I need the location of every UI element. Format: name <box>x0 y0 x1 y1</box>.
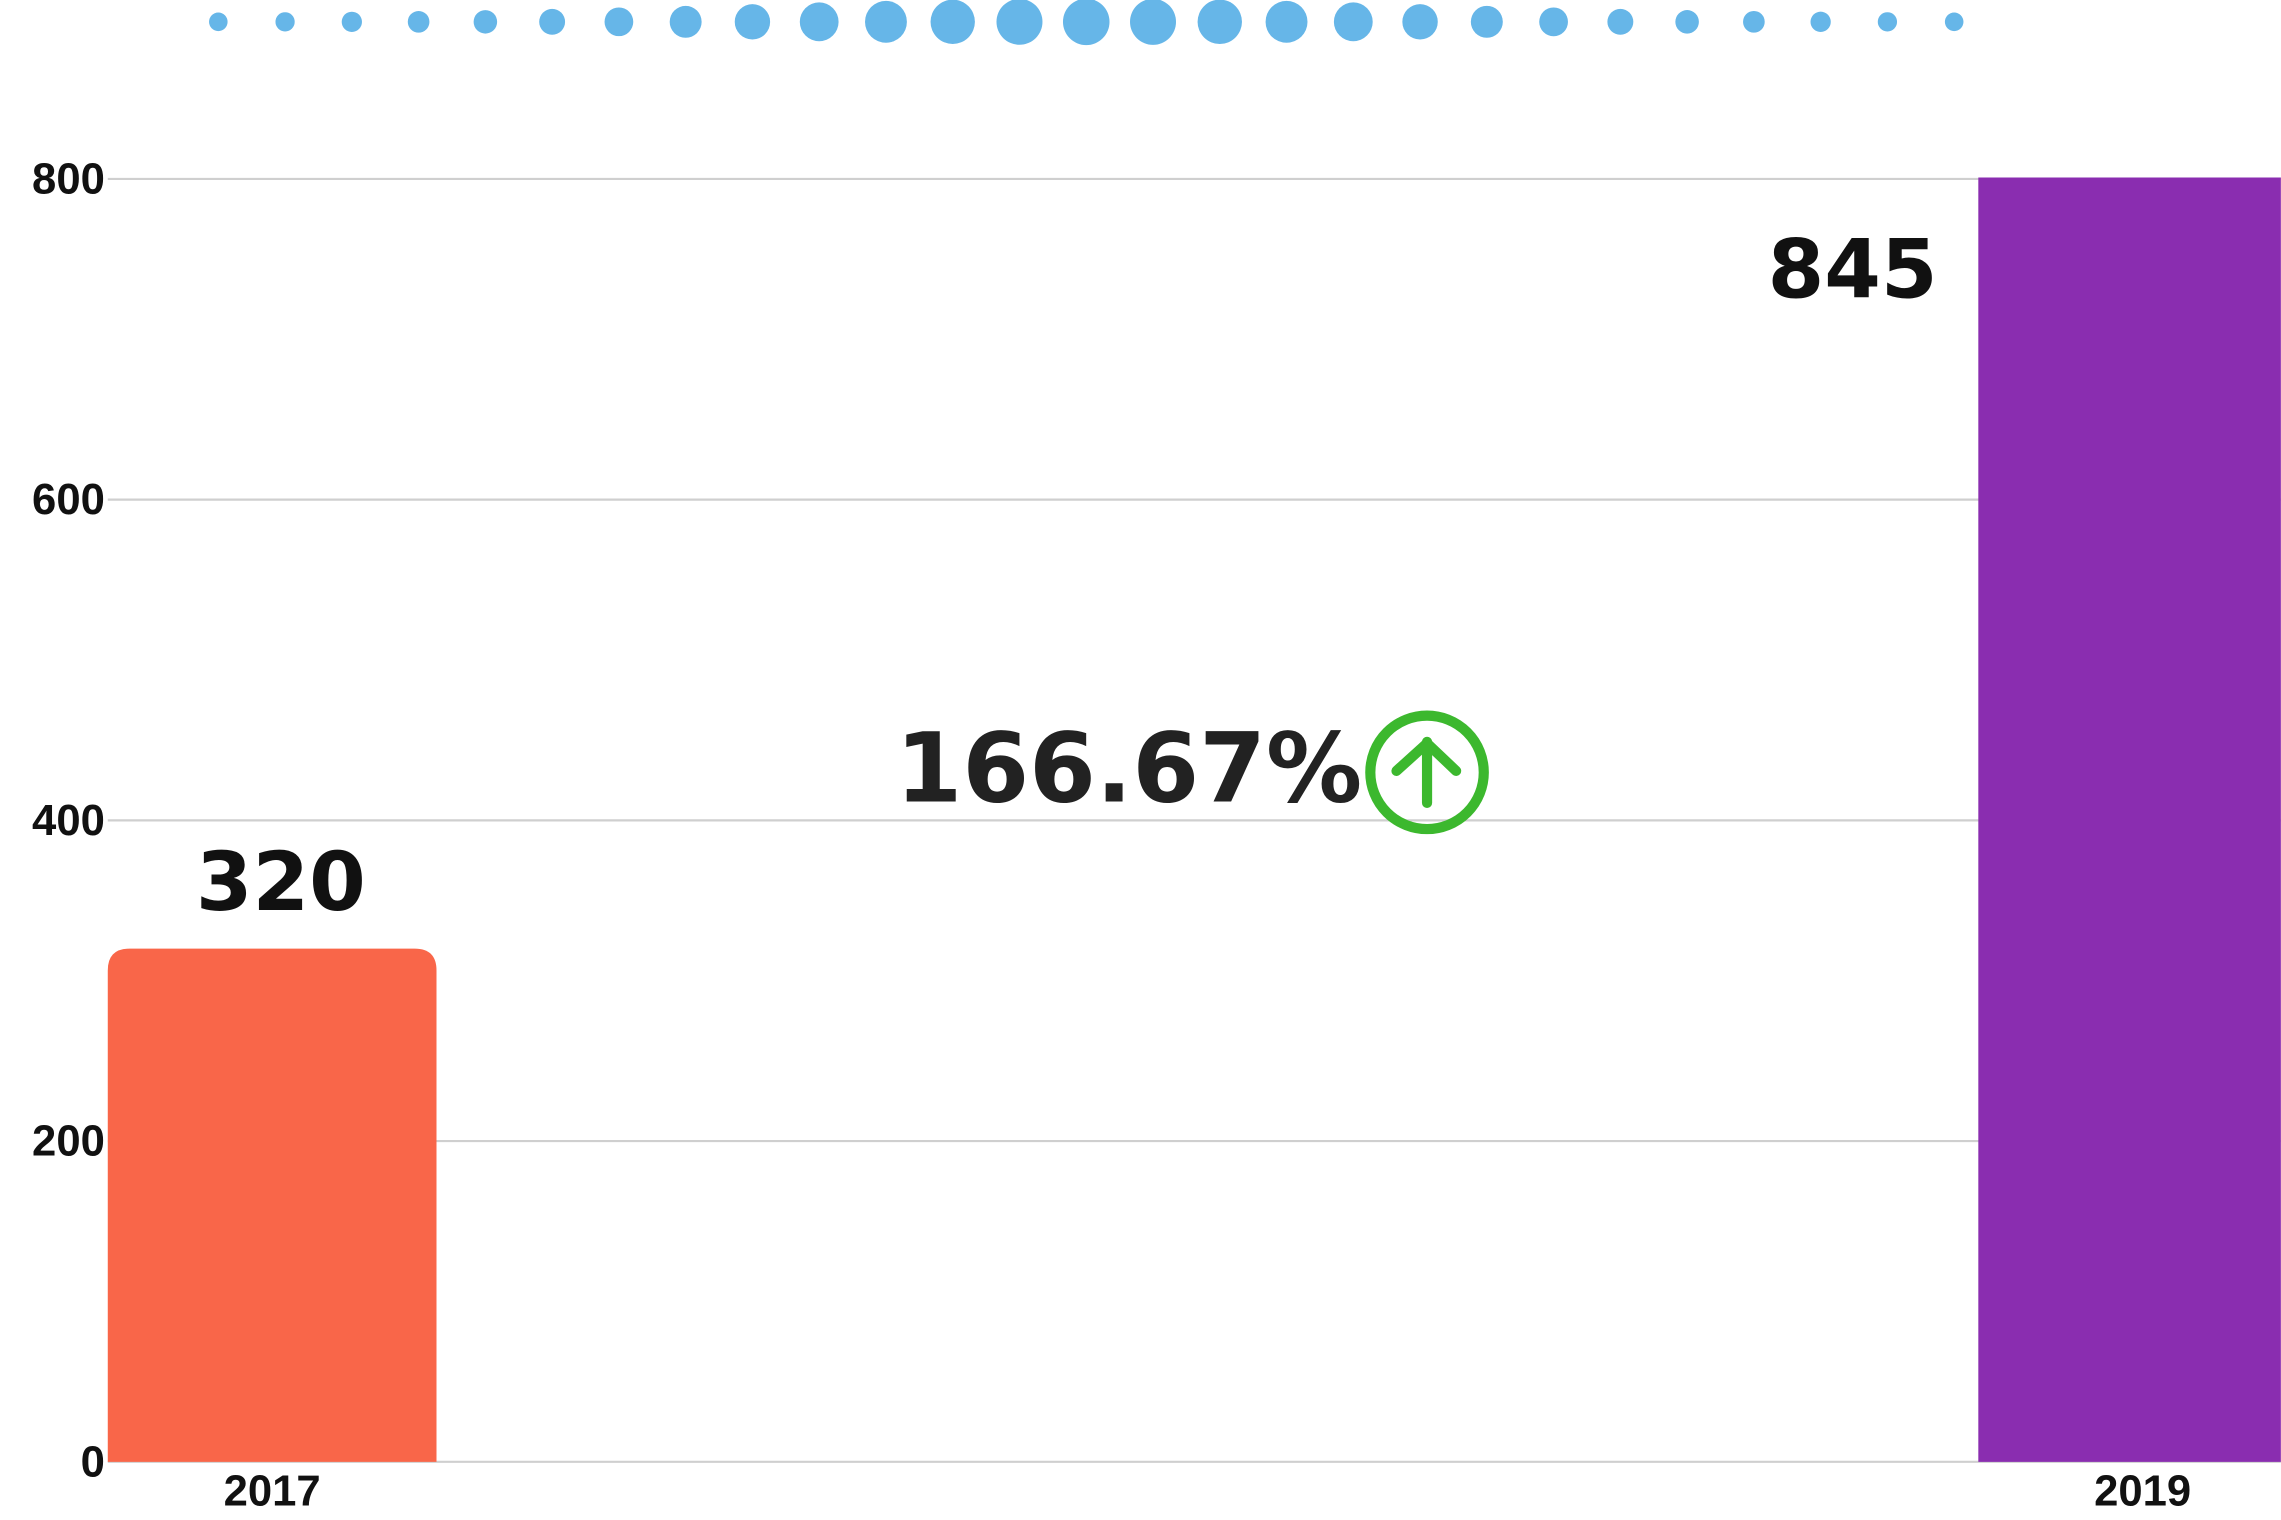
dot <box>669 5 702 38</box>
dot <box>1130 0 1176 45</box>
dot <box>1675 10 1699 34</box>
x-tick-label: 2019 <box>2094 1467 2191 1515</box>
dot <box>996 0 1043 45</box>
dot <box>799 2 839 42</box>
dot <box>1607 8 1634 35</box>
x-tick-label: 2017 <box>224 1467 321 1515</box>
dot <box>341 11 362 32</box>
y-tick-label: 200 <box>32 1118 105 1166</box>
dot <box>473 10 498 34</box>
dot <box>1062 0 1110 46</box>
y-tick-label: 600 <box>32 476 105 524</box>
dot <box>1539 7 1568 37</box>
dot <box>604 7 634 37</box>
decoration-dots <box>209 0 1964 46</box>
bar <box>1978 177 2281 1462</box>
dot <box>539 8 566 35</box>
dot <box>407 10 430 33</box>
dot <box>1333 2 1373 42</box>
up-arrow-icon <box>1365 710 1489 835</box>
dot <box>1402 4 1438 40</box>
y-tick-label: 0 <box>81 1438 105 1486</box>
dot <box>1944 12 1964 32</box>
dot <box>1197 0 1242 45</box>
dot <box>275 12 295 32</box>
dot <box>1810 11 1831 32</box>
grid <box>107 177 2281 1463</box>
dot <box>209 12 228 32</box>
dot <box>930 0 975 44</box>
dot <box>734 4 771 40</box>
bars <box>107 177 2281 1462</box>
y-tick-label: 400 <box>32 797 105 845</box>
value-label: 845 <box>1768 222 1938 317</box>
dot <box>1877 12 1898 32</box>
dot <box>1743 10 1765 33</box>
y-tick-label: 800 <box>32 155 105 203</box>
dot <box>1265 0 1308 43</box>
annotation: 166.67% <box>896 713 1363 825</box>
dot <box>1470 5 1503 38</box>
labels: 0 200 400 600 800 2017 320 2019 845 <box>32 155 2191 1515</box>
value-label: 320 <box>196 835 366 930</box>
bar <box>107 948 437 1462</box>
dot <box>865 0 907 43</box>
